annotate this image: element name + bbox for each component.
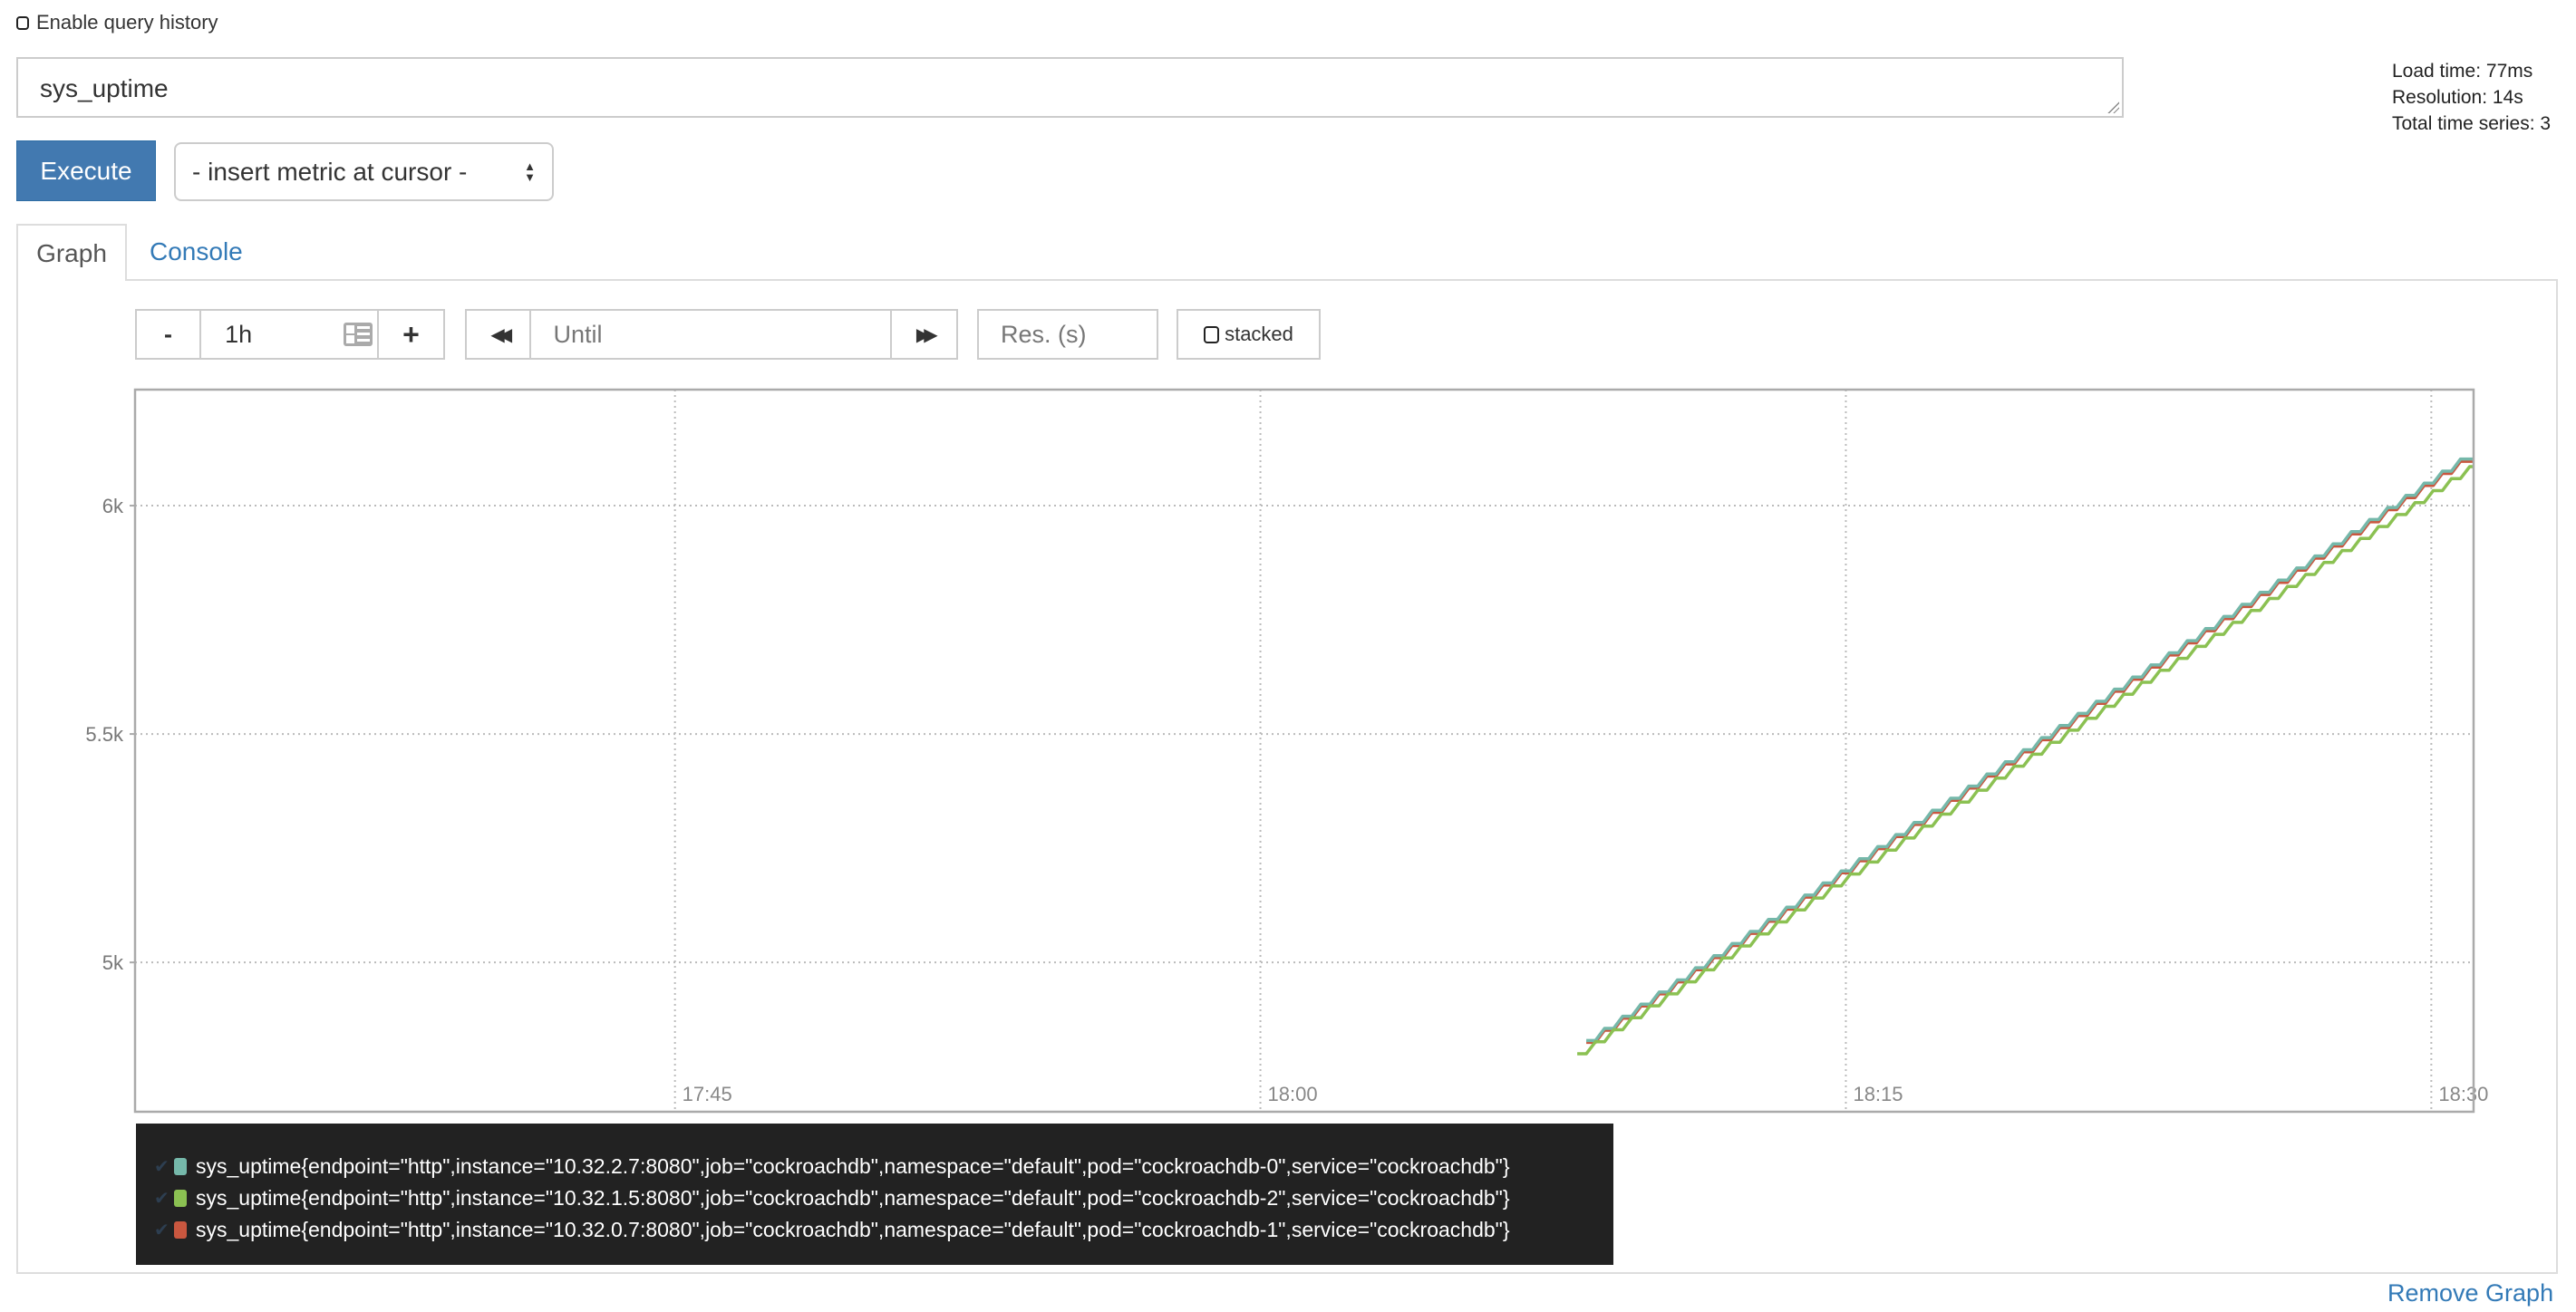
- insert-metric-selected: - insert metric at cursor -: [192, 157, 468, 186]
- check-icon[interactable]: ✔: [154, 1157, 169, 1177]
- enable-query-history-label: Enable query history: [36, 11, 218, 34]
- stacked-label: stacked: [1225, 323, 1293, 345]
- range-increase-button[interactable]: +: [402, 317, 420, 351]
- range-value: 1h: [225, 320, 253, 348]
- select-arrows-icon: ▲ ▼: [524, 159, 536, 184]
- total-time-series: Total time series: 3: [2392, 113, 2552, 134]
- step-back-button[interactable]: ◀◀: [467, 311, 532, 358]
- legend-label: sys_uptime{endpoint="http",instance="10.…: [196, 1186, 1510, 1210]
- range-input[interactable]: 1h: [201, 311, 379, 358]
- series-swatch: [174, 1190, 187, 1207]
- query-stats: Load time: 77ms Resolution: 14s Total ti…: [2392, 58, 2551, 137]
- until-control: ◀◀ Until ▶▶: [465, 309, 958, 360]
- plot-frame: [133, 388, 2475, 1114]
- enable-query-history-checkbox[interactable]: Enable query history: [16, 11, 218, 34]
- legend-item[interactable]: ✔ sys_uptime{endpoint="http",instance="10…: [154, 1214, 1613, 1246]
- remove-graph-link[interactable]: Remove Graph: [2387, 1279, 2554, 1307]
- series-line-0[interactable]: [1586, 457, 2474, 1043]
- series-line-1[interactable]: [1577, 465, 2474, 1056]
- x-tick-label: 18:30: [2438, 1083, 2488, 1105]
- tab-console[interactable]: Console: [150, 236, 243, 265]
- check-icon[interactable]: ✔: [154, 1220, 169, 1240]
- legend: ✔ sys_uptime{endpoint="http",instance="10…: [136, 1124, 1613, 1265]
- expression-value: sys_uptime: [40, 74, 169, 102]
- until-input[interactable]: Until: [531, 311, 892, 358]
- x-tick-label: 18:15: [1853, 1083, 1903, 1105]
- load-time: Load time: 77ms: [2392, 61, 2533, 82]
- legend-item[interactable]: ✔ sys_uptime{endpoint="http",instance="10…: [154, 1182, 1613, 1214]
- legend-label: sys_uptime{endpoint="http",instance="10.…: [196, 1154, 1510, 1178]
- expression-input[interactable]: sys_uptime: [16, 57, 2124, 118]
- y-tick-label: 5.5k: [85, 723, 124, 746]
- legend-item[interactable]: ✔ sys_uptime{endpoint="http",instance="10…: [154, 1151, 1613, 1182]
- insert-metric-select[interactable]: - insert metric at cursor - ▲ ▼: [174, 142, 554, 201]
- execute-button[interactable]: Execute: [16, 140, 156, 201]
- y-tick-label: 6k: [102, 495, 124, 517]
- check-icon[interactable]: ✔: [154, 1189, 169, 1209]
- calendar-icon: [343, 323, 373, 346]
- step-forward-button[interactable]: ▶▶: [892, 311, 956, 358]
- x-tick-label: 17:45: [683, 1083, 732, 1105]
- resolution-input[interactable]: Res. (s): [977, 309, 1158, 360]
- resolution: Resolution: 14s: [2392, 87, 2523, 108]
- x-tick-label: 18:00: [1268, 1083, 1318, 1105]
- series-swatch: [174, 1158, 187, 1175]
- legend-label: sys_uptime{endpoint="http",instance="10.…: [196, 1218, 1510, 1241]
- series-swatch: [174, 1221, 187, 1239]
- checkbox-icon[interactable]: [1204, 325, 1220, 343]
- y-tick-label: 5k: [102, 951, 124, 974]
- checkbox-icon[interactable]: [16, 15, 29, 30]
- graph-panel: [16, 279, 2558, 1274]
- resize-handle-icon[interactable]: [2106, 101, 2119, 113]
- tab-graph[interactable]: Graph: [16, 224, 127, 281]
- range-decrease-button[interactable]: -: [137, 311, 202, 358]
- range-control: - 1h +: [135, 309, 445, 360]
- until-placeholder: Until: [553, 320, 603, 348]
- stacked-toggle[interactable]: stacked: [1177, 309, 1321, 360]
- resolution-placeholder: Res. (s): [1001, 320, 1087, 348]
